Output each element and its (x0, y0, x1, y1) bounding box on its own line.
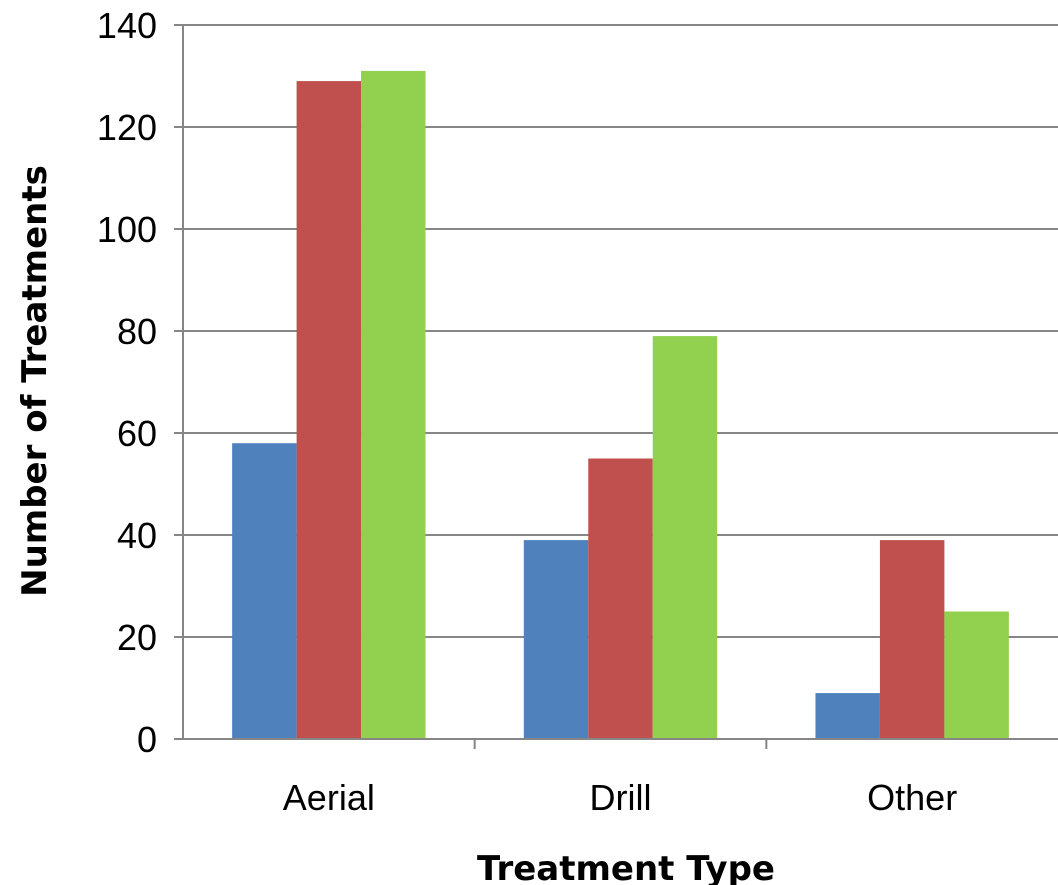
x-tick-label: Other (867, 777, 957, 818)
axes (174, 24, 1058, 749)
y-axis-title: Number of Treatments (15, 165, 55, 597)
y-tick-label: 60 (117, 413, 157, 454)
y-tick-label: 120 (97, 107, 157, 148)
bar-aerial-s3 (361, 70, 426, 739)
bar-aerial-s1 (232, 443, 297, 739)
bar-drill-s2 (588, 458, 653, 739)
bar-other-s3 (944, 611, 1009, 739)
bar-aerial-s2 (296, 81, 362, 740)
y-tick-label: 80 (117, 311, 157, 352)
y-tick-label: 20 (117, 617, 157, 658)
x-tick-label: Drill (590, 777, 652, 818)
bars (232, 70, 1009, 740)
tick-labels: 0 20 40 60 80 100 120 140 Aerial Drill Other (97, 5, 957, 818)
y-tick-label: 0 (137, 719, 157, 760)
bar-other-s2 (879, 540, 945, 739)
y-tick-label: 40 (117, 515, 157, 556)
x-tick-label: Aerial (283, 777, 375, 818)
bar-drill-s1 (523, 540, 589, 739)
y-tick-label: 140 (97, 5, 157, 46)
y-tick-label: 100 (97, 209, 157, 250)
bar-drill-s3 (652, 336, 718, 739)
bar-other-s1 (815, 693, 880, 739)
x-axis-title: Treatment Type (477, 849, 775, 885)
